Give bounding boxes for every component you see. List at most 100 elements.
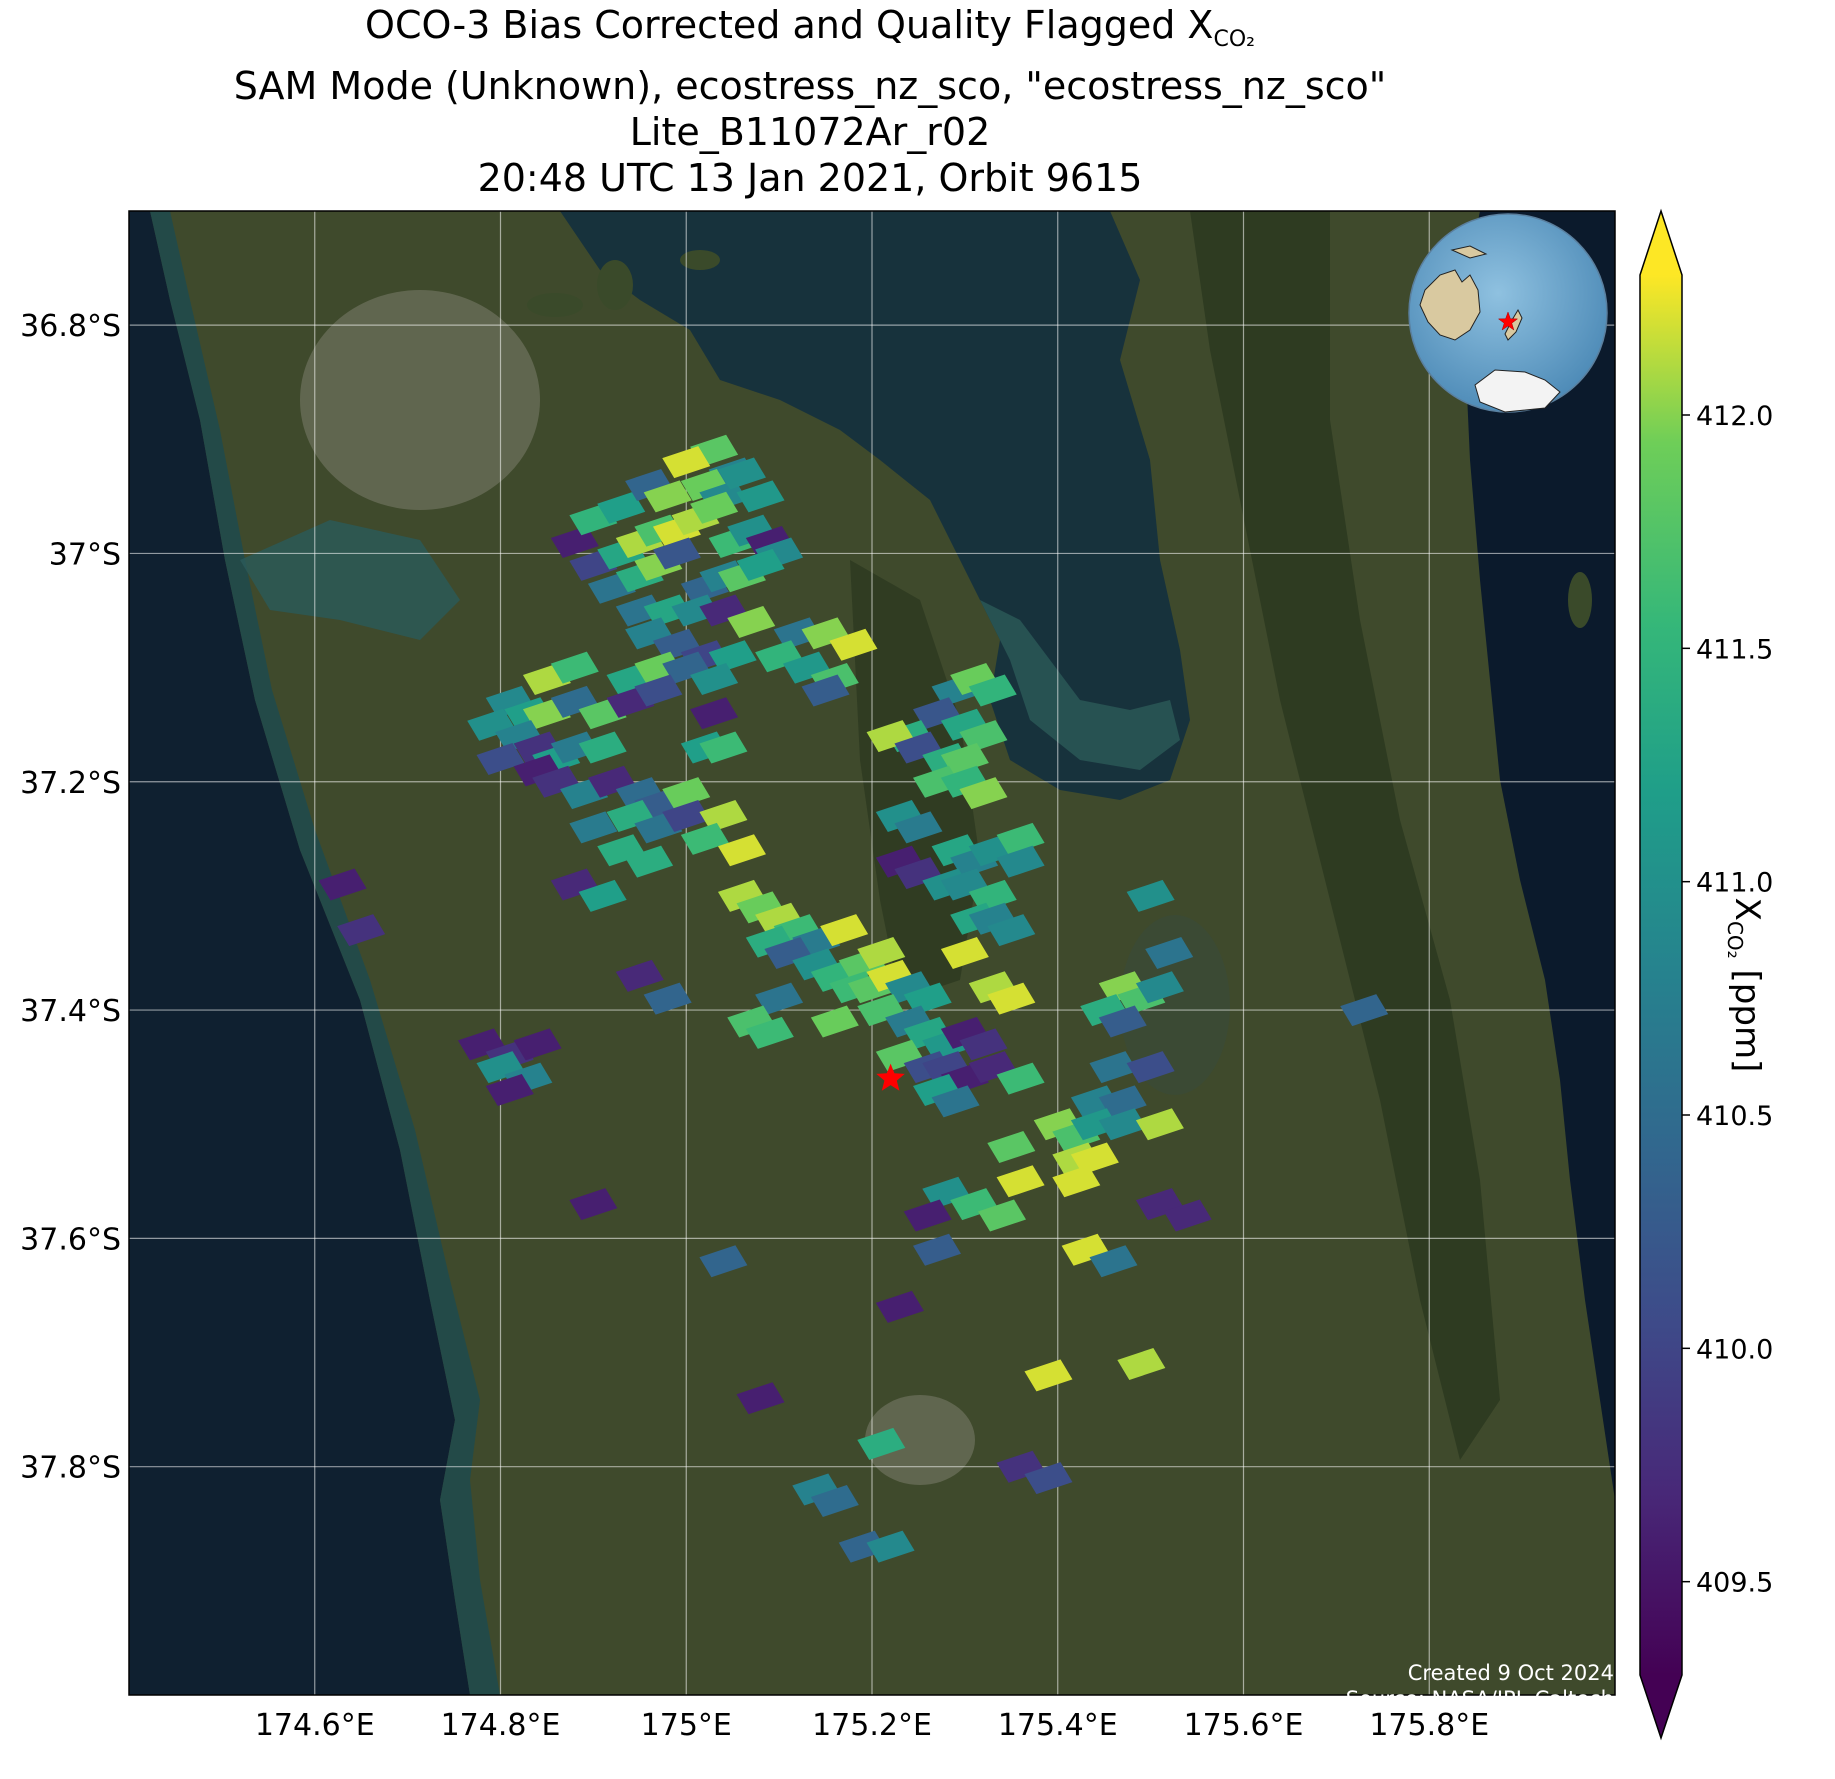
xco2-footprint bbox=[717, 834, 766, 867]
xco2-footprint bbox=[662, 800, 711, 833]
xco2-footprint bbox=[1070, 1142, 1119, 1175]
target-star-icon bbox=[876, 1063, 905, 1091]
xco2-footprint bbox=[1135, 971, 1184, 1004]
figure-title: OCO-3 Bias Corrected and Quality Flagged… bbox=[0, 2, 1620, 201]
lon-tick-label: 174.6°E bbox=[255, 1708, 375, 1743]
xco2-footprint bbox=[857, 937, 906, 969]
xco2-footprint bbox=[578, 731, 627, 764]
xco2-footprint bbox=[727, 605, 776, 638]
urban-area bbox=[300, 290, 540, 510]
colorbar-body bbox=[1640, 275, 1682, 1675]
lat-tick-label: 36.8°S bbox=[20, 309, 121, 344]
xco2-footprint bbox=[476, 742, 525, 775]
xco2-footprint bbox=[690, 697, 739, 730]
xco2-footprint bbox=[959, 720, 1008, 753]
xco2-footprint bbox=[569, 1188, 618, 1221]
colorbar-tick-label: 412.0 bbox=[1696, 401, 1773, 432]
urban-area bbox=[865, 1395, 975, 1485]
xco2-footprint bbox=[1340, 994, 1389, 1027]
globe-star-icon bbox=[1497, 311, 1519, 331]
lat-tick-label: 37.4°S bbox=[20, 994, 121, 1029]
xco2-footprint bbox=[662, 446, 711, 479]
xco2-footprint bbox=[699, 1245, 748, 1278]
xco2-footprint bbox=[987, 914, 1036, 947]
xco2-footprint bbox=[1117, 1347, 1166, 1380]
xco2-footprint bbox=[810, 1005, 859, 1038]
lat-tick-label: 37.8°S bbox=[20, 1451, 121, 1486]
xco2-footprint bbox=[736, 1382, 785, 1415]
xco2-footprint bbox=[829, 628, 878, 661]
globe-land-antarctica bbox=[1474, 369, 1561, 413]
xco2-footprint bbox=[1145, 937, 1194, 969]
xco2-footprint bbox=[1135, 1108, 1184, 1141]
lon-tick-label: 174.8°E bbox=[441, 1708, 561, 1743]
credit-created: Created 9 Oct 2024 bbox=[1407, 1661, 1614, 1685]
title-line-3: Lite_B11072Ar_r02 bbox=[629, 110, 991, 154]
xco2-footprint bbox=[1089, 1245, 1138, 1278]
ocean-east bbox=[1465, 211, 1615, 1500]
credit-source: Source: NASA/JPL-Caltech bbox=[1345, 1687, 1614, 1711]
xco2-footprint bbox=[987, 982, 1036, 1015]
xco2-footprint bbox=[513, 1028, 562, 1061]
xco2-footprint bbox=[643, 480, 692, 513]
gridlines bbox=[129, 211, 1615, 1695]
globe-land-australia bbox=[1419, 269, 1481, 341]
lat-tick-label: 37.2°S bbox=[20, 766, 121, 801]
xco2-footprint bbox=[866, 1530, 915, 1563]
lon-tick-label: 175.2°E bbox=[812, 1708, 932, 1743]
target-star-icon bbox=[876, 1063, 905, 1091]
lon-tick-label: 175°E bbox=[641, 1708, 732, 1743]
firth-shallows bbox=[980, 600, 1180, 770]
lon-tick-label: 175.8°E bbox=[1369, 1708, 1489, 1743]
xco2-footprint bbox=[810, 1484, 859, 1517]
colorbar-tick-label: 410.0 bbox=[1696, 1334, 1773, 1365]
globe-land-newzealand bbox=[1504, 308, 1523, 341]
xco2-footprint bbox=[820, 914, 869, 947]
xco2-footprint bbox=[1052, 1165, 1101, 1198]
colorbar-tick-label: 410.5 bbox=[1696, 1101, 1773, 1132]
xco2-footprint bbox=[996, 1062, 1045, 1095]
xco2-footprint bbox=[736, 480, 785, 513]
xco2-footprint bbox=[680, 822, 729, 855]
title-subscript: CO₂ bbox=[1213, 27, 1255, 52]
xco2-footprint bbox=[485, 1073, 534, 1106]
lon-tick-label: 175.4°E bbox=[998, 1708, 1118, 1743]
xco2-footprint bbox=[690, 663, 739, 696]
harbour bbox=[240, 520, 460, 640]
xco2-footprint bbox=[337, 914, 386, 947]
xco2-footprint bbox=[652, 537, 701, 570]
lon-tick-label: 175.6°E bbox=[1184, 1708, 1304, 1743]
title-line-4: 20:48 UTC 13 Jan 2021, Orbit 9615 bbox=[477, 156, 1143, 200]
xco2-footprint bbox=[318, 868, 367, 901]
lat-tick-label: 37.6°S bbox=[20, 1222, 121, 1257]
xco2-footprint bbox=[931, 1085, 980, 1118]
xco2-footprint bbox=[903, 982, 952, 1015]
xco2-footprint bbox=[1024, 1462, 1073, 1495]
xco2-footprint bbox=[1098, 1005, 1147, 1038]
xco2-footprint bbox=[615, 959, 664, 992]
colorbar-ticks: 409.5 410.0 410.5 411.0 411.5 412.0 bbox=[1682, 401, 1773, 1599]
lat-tick-label: 37°S bbox=[49, 537, 121, 572]
xco2-footprint bbox=[987, 1131, 1036, 1164]
colorbar: 409.5 410.0 410.5 411.0 411.5 412.0 bbox=[1639, 208, 1773, 1741]
xco2-footprint bbox=[690, 491, 739, 524]
lon-tick-labels: 174.6°E 174.8°E 175°E 175.2°E 175.4°E 175.6°E… bbox=[255, 1708, 1489, 1743]
ocean-shallow-west bbox=[150, 211, 500, 1695]
xco2-footprint bbox=[959, 777, 1008, 810]
xco2-footprint bbox=[736, 548, 785, 581]
xco2-footprint bbox=[996, 1165, 1045, 1198]
mountain-range bbox=[1190, 211, 1500, 1460]
xco2-footprint bbox=[913, 1233, 962, 1266]
xco2-footprint bbox=[550, 651, 599, 684]
xco2-footprint bbox=[634, 674, 683, 707]
xco2-footprint bbox=[959, 1028, 1008, 1061]
xco2-footprint bbox=[550, 526, 599, 559]
title-line-2: SAM Mode (Unknown), ecostress_nz_sco, "e… bbox=[233, 64, 1387, 108]
xco2-footprint bbox=[903, 1199, 952, 1232]
ocean-west bbox=[129, 211, 470, 1695]
colorbar-extend-min bbox=[1640, 1675, 1682, 1738]
xco2-footprint bbox=[857, 1427, 906, 1460]
colorbar-tick-label: 411.5 bbox=[1696, 634, 1773, 665]
inset-globe bbox=[1408, 213, 1608, 413]
